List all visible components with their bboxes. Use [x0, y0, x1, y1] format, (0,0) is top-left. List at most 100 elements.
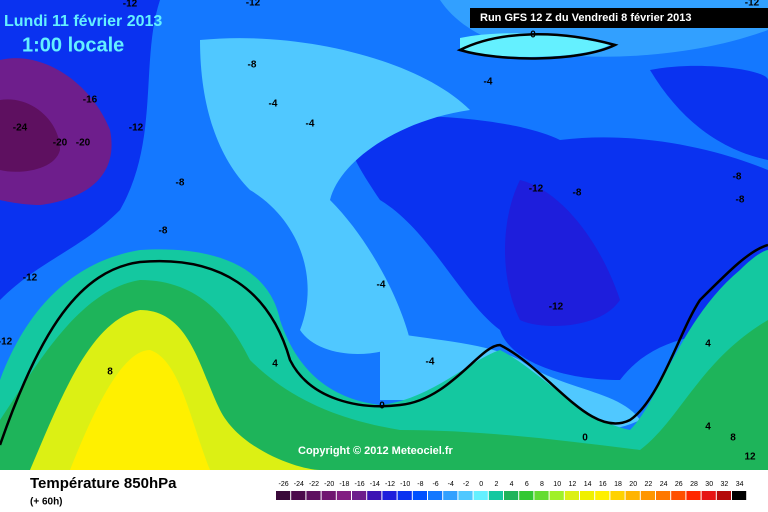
contour-label: -4 — [306, 119, 315, 130]
contour-label: -4 — [426, 357, 435, 368]
contour-label: -4 — [484, 77, 493, 88]
contour-label: -16 — [83, 95, 98, 106]
legend-label: -14 — [370, 481, 380, 488]
color-legend: -26 -24 -22 -20 -18 -16 -14 -12 -10 -8 -6 -4 -2 0 2 4 6 8… — [276, 481, 747, 500]
legend-swatch — [564, 491, 579, 500]
legend-swatch — [732, 491, 747, 500]
warmest-region — [70, 350, 210, 470]
legend-swatch — [656, 491, 671, 500]
legend-swatch — [412, 491, 427, 500]
legend-label: -10 — [400, 481, 410, 488]
legend-label: 22 — [645, 481, 653, 488]
legend-swatch — [519, 491, 534, 500]
contour-label: -4 — [269, 99, 278, 110]
legend-swatch — [306, 491, 321, 500]
legend-swatch — [321, 491, 336, 500]
contour-labels: -12 -12 -12 0 -8 -4 -16 -24 -12 -4 -4 -20 -20 -8 -12 -8… — [0, 0, 760, 463]
run-box — [470, 8, 768, 28]
legend-swatch — [458, 491, 473, 500]
legend-swatch — [473, 491, 488, 500]
legend-label: 10 — [553, 481, 561, 488]
local-time: 1:00 locale — [22, 34, 124, 56]
legend-swatch — [701, 491, 716, 500]
legend-label: 4 — [510, 481, 514, 488]
mild-cold-region — [200, 38, 470, 354]
legend-label: 24 — [660, 481, 668, 488]
legend-label: 20 — [629, 481, 637, 488]
legend-label: 8 — [540, 481, 544, 488]
contour-label: 4 — [705, 422, 711, 433]
legend-label: 26 — [675, 481, 683, 488]
cold-core — [505, 180, 620, 326]
legend-swatch — [610, 491, 625, 500]
legend-swatch — [367, 491, 382, 500]
legend-swatch — [534, 491, 549, 500]
contour-label: 0 — [582, 433, 588, 444]
legend-label: -12 — [385, 481, 395, 488]
contour-label: -24 — [13, 123, 28, 134]
footer-lead: (+ 60h) — [30, 497, 63, 508]
legend-label: 28 — [690, 481, 698, 488]
legend-label: -24 — [294, 481, 304, 488]
zero-isotherm — [0, 243, 768, 446]
legend-swatch — [595, 491, 610, 500]
contour-label: 8 — [107, 367, 113, 378]
cold-region — [650, 65, 768, 160]
legend-swatch — [382, 491, 397, 500]
contour-label: -12 — [123, 0, 138, 10]
legend-label: 16 — [599, 481, 607, 488]
legend-swatch — [276, 491, 291, 500]
legend-swatch — [580, 491, 595, 500]
contour-label: 4 — [272, 359, 278, 370]
legend-swatch — [640, 491, 655, 500]
contour-label: -8 — [573, 188, 582, 199]
legend-swatch — [549, 491, 564, 500]
legend-label: -6 — [432, 481, 438, 488]
legend-label: -8 — [417, 481, 423, 488]
copyright: Copyright © 2012 Meteociel.fr — [298, 445, 454, 457]
legend-label: -22 — [309, 481, 319, 488]
legend-swatch — [352, 491, 367, 500]
contour-label: -12 — [529, 184, 544, 195]
contour-label: -20 — [76, 138, 91, 149]
legend-swatch — [671, 491, 686, 500]
contour-label: 12 — [744, 452, 756, 463]
legend-swatch — [443, 491, 458, 500]
valid-date: Lundi 11 février 2013 — [4, 13, 162, 30]
legend-label: 34 — [736, 481, 744, 488]
zero-isotherm — [456, 33, 619, 60]
footer-title: Température 850hPa — [30, 475, 177, 492]
contour-label: -8 — [248, 60, 257, 71]
legend-swatch — [291, 491, 306, 500]
contour-label: -12 — [549, 302, 564, 313]
contour-label: -12 — [246, 0, 261, 9]
legend-label: 18 — [614, 481, 622, 488]
very-cold-core — [0, 99, 60, 172]
contour-label: -12 — [129, 123, 144, 134]
legend-label: 14 — [584, 481, 592, 488]
legend-swatch — [336, 491, 351, 500]
legend-swatch — [488, 491, 503, 500]
legend-swatch — [686, 491, 701, 500]
legend-label: 30 — [705, 481, 713, 488]
legend-label: -4 — [448, 481, 454, 488]
contour-label: 4 — [705, 339, 711, 350]
legend-label: 6 — [525, 481, 529, 488]
zero-region — [460, 33, 610, 57]
legend-swatch — [428, 491, 443, 500]
legend-swatch — [504, 491, 519, 500]
legend-label: -20 — [324, 481, 334, 488]
legend-swatch — [397, 491, 412, 500]
contour-label: 0 — [379, 401, 385, 412]
contour-label: -12 — [745, 0, 760, 9]
contour-label: -20 — [53, 138, 68, 149]
contour-label: -12 — [23, 273, 38, 284]
contour-label: -8 — [176, 178, 185, 189]
run-info: Run GFS 12 Z du Vendredi 8 février 2013 — [480, 12, 692, 24]
legend-label: -26 — [279, 481, 289, 488]
legend-label: 12 — [569, 481, 577, 488]
legend-label: -2 — [463, 481, 469, 488]
legend-label: 32 — [721, 481, 729, 488]
legend-label: 0 — [479, 481, 483, 488]
